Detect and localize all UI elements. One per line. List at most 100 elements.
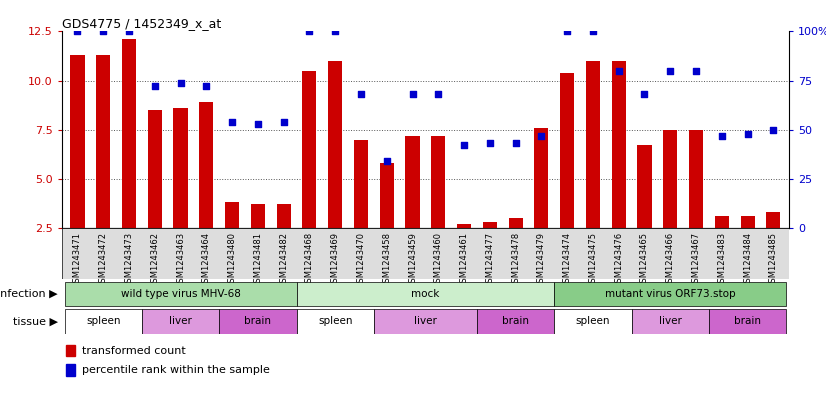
Point xyxy=(97,28,110,35)
Point xyxy=(225,119,239,125)
Text: GSM1243473: GSM1243473 xyxy=(125,232,134,288)
Text: tissue ▶: tissue ▶ xyxy=(13,316,58,326)
Bar xyxy=(554,281,786,306)
Bar xyxy=(482,222,497,228)
Point xyxy=(432,91,445,97)
Text: liver: liver xyxy=(169,316,192,326)
Point xyxy=(663,68,676,74)
Bar xyxy=(374,309,477,334)
Text: liver: liver xyxy=(659,316,681,326)
Text: GSM1243484: GSM1243484 xyxy=(743,232,752,288)
Text: spleen: spleen xyxy=(318,316,353,326)
Bar xyxy=(64,281,297,306)
Text: GSM1243481: GSM1243481 xyxy=(254,232,263,288)
Bar xyxy=(632,309,709,334)
Text: percentile rank within the sample: percentile rank within the sample xyxy=(83,365,270,375)
Point xyxy=(71,28,84,35)
Text: GSM1243479: GSM1243479 xyxy=(537,232,546,288)
Bar xyxy=(122,39,136,228)
Bar xyxy=(70,55,84,228)
Text: GSM1243468: GSM1243468 xyxy=(305,232,314,288)
Point xyxy=(561,28,574,35)
Point xyxy=(174,79,188,86)
Bar xyxy=(509,218,523,228)
Point xyxy=(612,68,625,74)
Text: transformed count: transformed count xyxy=(83,345,186,356)
Bar xyxy=(406,136,420,228)
Text: GSM1243461: GSM1243461 xyxy=(459,232,468,288)
Text: GSM1243466: GSM1243466 xyxy=(666,232,675,288)
Text: GSM1243480: GSM1243480 xyxy=(228,232,236,288)
Text: mock: mock xyxy=(411,289,439,299)
Text: GSM1243477: GSM1243477 xyxy=(486,232,494,288)
Text: infection ▶: infection ▶ xyxy=(0,289,58,299)
Point xyxy=(767,127,780,133)
Text: GSM1243483: GSM1243483 xyxy=(717,232,726,288)
Bar xyxy=(297,281,554,306)
Point xyxy=(509,140,522,147)
Text: GSM1243485: GSM1243485 xyxy=(769,232,778,288)
Text: liver: liver xyxy=(414,316,437,326)
Bar xyxy=(302,71,316,228)
Bar xyxy=(586,61,600,228)
Text: brain: brain xyxy=(734,316,761,326)
Bar xyxy=(354,140,368,228)
Bar xyxy=(457,224,471,228)
Text: GSM1243475: GSM1243475 xyxy=(588,232,597,288)
Point xyxy=(354,91,368,97)
Point xyxy=(690,68,703,74)
Point xyxy=(251,121,264,127)
Text: GSM1243458: GSM1243458 xyxy=(382,232,392,288)
Bar xyxy=(64,309,142,334)
Bar xyxy=(277,204,291,228)
Text: GSM1243474: GSM1243474 xyxy=(563,232,572,288)
Text: GSM1243469: GSM1243469 xyxy=(330,232,339,288)
Bar xyxy=(219,309,297,334)
Point xyxy=(715,132,729,139)
Bar xyxy=(96,55,111,228)
Text: GSM1243462: GSM1243462 xyxy=(150,232,159,288)
Text: GSM1243476: GSM1243476 xyxy=(615,232,623,288)
Text: GSM1243471: GSM1243471 xyxy=(73,232,82,288)
Text: spleen: spleen xyxy=(576,316,610,326)
Text: spleen: spleen xyxy=(86,316,121,326)
Text: GSM1243464: GSM1243464 xyxy=(202,232,211,288)
Text: wild type virus MHV-68: wild type virus MHV-68 xyxy=(121,289,240,299)
Bar xyxy=(554,309,632,334)
Bar xyxy=(142,309,219,334)
Bar xyxy=(767,212,781,228)
Text: GSM1243478: GSM1243478 xyxy=(511,232,520,288)
Point xyxy=(406,91,419,97)
Bar xyxy=(66,364,75,376)
Bar xyxy=(740,216,755,228)
Text: GSM1243467: GSM1243467 xyxy=(691,232,700,288)
Point xyxy=(200,83,213,90)
Bar xyxy=(173,108,188,228)
Bar xyxy=(251,204,265,228)
Text: GSM1243482: GSM1243482 xyxy=(279,232,288,288)
Bar xyxy=(638,145,652,228)
Bar xyxy=(663,130,677,228)
Point xyxy=(122,28,135,35)
Point xyxy=(148,83,161,90)
Bar xyxy=(534,128,548,228)
Bar xyxy=(709,309,786,334)
Point xyxy=(458,142,471,149)
Point xyxy=(638,91,651,97)
Point xyxy=(380,158,393,164)
Bar xyxy=(611,61,626,228)
Bar xyxy=(689,130,703,228)
Bar xyxy=(328,61,342,228)
Bar xyxy=(66,345,75,356)
Text: GSM1243460: GSM1243460 xyxy=(434,232,443,288)
Text: GSM1243465: GSM1243465 xyxy=(640,232,649,288)
Bar xyxy=(380,163,394,228)
Text: mutant virus ORF73.stop: mutant virus ORF73.stop xyxy=(605,289,736,299)
Bar xyxy=(431,136,445,228)
Text: GSM1243459: GSM1243459 xyxy=(408,232,417,288)
Point xyxy=(534,132,548,139)
Text: GDS4775 / 1452349_x_at: GDS4775 / 1452349_x_at xyxy=(62,17,221,30)
Text: GSM1243463: GSM1243463 xyxy=(176,232,185,288)
Point xyxy=(741,130,754,137)
Point xyxy=(303,28,316,35)
